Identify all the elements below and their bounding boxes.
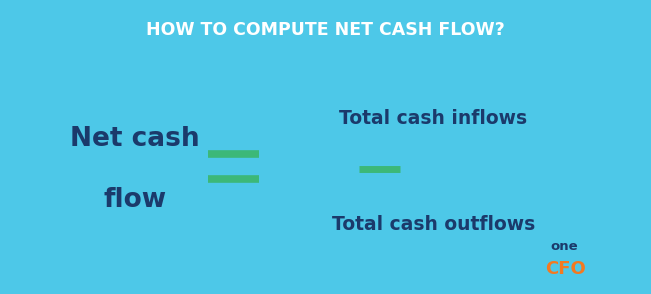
Text: Total cash outflows: Total cash outflows bbox=[332, 215, 535, 234]
Text: one: one bbox=[550, 240, 577, 253]
Text: Total cash inflows: Total cash inflows bbox=[339, 109, 527, 128]
Text: CFO: CFO bbox=[545, 260, 585, 278]
Text: flow: flow bbox=[104, 187, 167, 213]
Text: HOW TO COMPUTE NET CASH FLOW?: HOW TO COMPUTE NET CASH FLOW? bbox=[146, 21, 505, 39]
Text: www.onecfoph.co: www.onecfoph.co bbox=[532, 279, 598, 288]
Text: Net cash: Net cash bbox=[70, 126, 200, 152]
